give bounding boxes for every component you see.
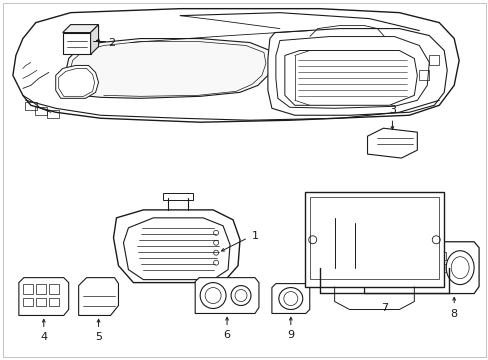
Bar (23, 298, 33, 306)
Bar (304, 192, 443, 287)
Ellipse shape (200, 283, 225, 309)
Bar (411, 252, 422, 260)
Polygon shape (113, 210, 240, 283)
Polygon shape (62, 24, 99, 32)
Text: 7: 7 (380, 302, 387, 312)
Bar (435, 264, 446, 272)
Bar (49, 298, 59, 306)
Text: 2: 2 (108, 37, 116, 48)
Bar (23, 284, 33, 293)
Text: 1: 1 (251, 231, 259, 241)
Ellipse shape (446, 251, 473, 285)
Bar (424, 264, 433, 272)
Ellipse shape (278, 288, 302, 310)
Polygon shape (367, 128, 416, 158)
Bar (435, 252, 446, 260)
Bar (36, 284, 46, 293)
Bar (36, 298, 46, 306)
Polygon shape (19, 278, 68, 315)
Text: 8: 8 (450, 310, 457, 319)
Text: 3: 3 (388, 105, 395, 115)
Ellipse shape (230, 285, 250, 306)
Bar (424, 252, 433, 260)
Bar (309, 197, 438, 279)
Polygon shape (65, 39, 271, 98)
Polygon shape (195, 278, 259, 314)
Bar (49, 284, 59, 293)
Polygon shape (267, 28, 447, 115)
Polygon shape (271, 284, 309, 314)
Polygon shape (364, 242, 478, 293)
Bar (411, 264, 422, 272)
Polygon shape (62, 32, 90, 54)
Polygon shape (90, 24, 99, 54)
Text: 4: 4 (40, 332, 47, 342)
Text: 9: 9 (286, 330, 294, 341)
Polygon shape (79, 278, 118, 315)
Polygon shape (13, 9, 458, 122)
Polygon shape (163, 193, 193, 200)
Text: 5: 5 (95, 332, 102, 342)
Polygon shape (56, 66, 99, 98)
Ellipse shape (368, 251, 396, 285)
Text: 6: 6 (223, 330, 230, 341)
